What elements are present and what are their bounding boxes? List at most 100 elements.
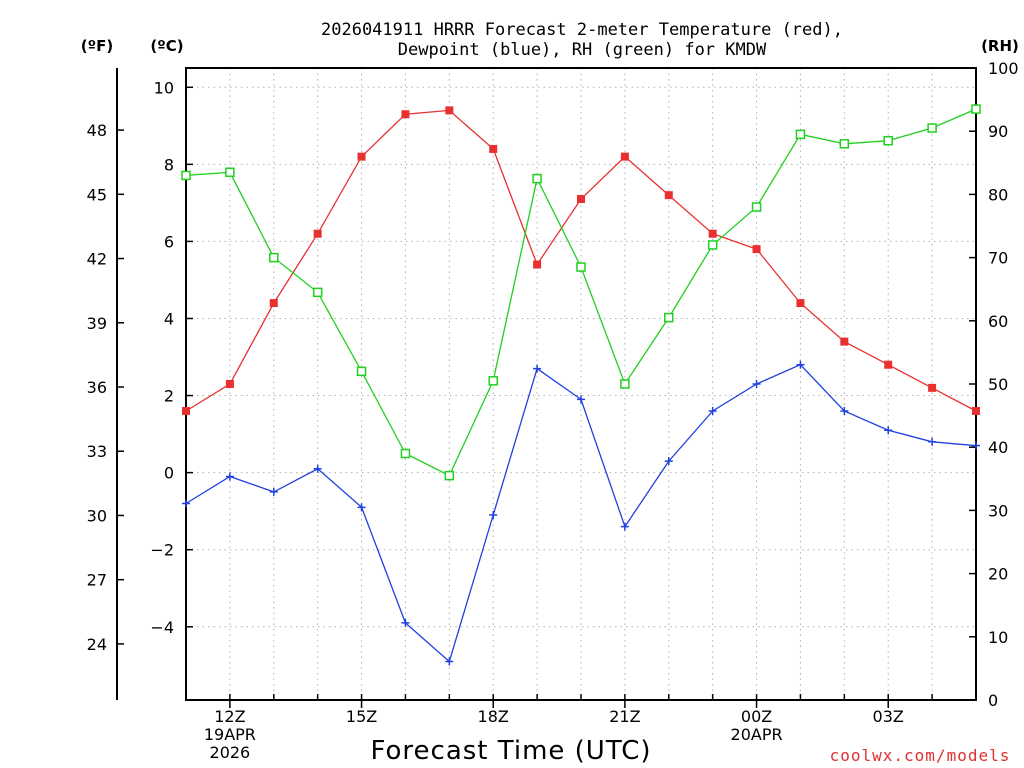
credit-text: coolwx.com/models: [830, 746, 1011, 765]
dewpoint-point: [182, 499, 190, 508]
celsius-tick-label: −2: [150, 541, 174, 560]
fahrenheit-tick-label: 30: [87, 506, 107, 525]
rh-point: [400, 448, 411, 459]
rh-point: [839, 139, 850, 149]
fahrenheit-tick-label: 45: [87, 185, 107, 204]
dewpoint-point: [445, 657, 454, 666]
celsius-unit-label: (ºC): [150, 37, 183, 55]
rh-point: [795, 129, 806, 140]
temperature-point: [401, 110, 410, 119]
rh-point: [269, 252, 279, 263]
axes: [116, 67, 977, 708]
rh-point: [181, 170, 191, 181]
fahrenheit-tick-label: 42: [87, 250, 107, 269]
dewpoint-point: [796, 360, 805, 369]
celsius-tick-label: 10: [154, 78, 174, 97]
celsius-tick-label: 8: [164, 155, 174, 174]
tick-labels: −4−2024681024273033363942454801020304050…: [87, 59, 1019, 762]
fahrenheit-tick-label: 48: [87, 121, 107, 140]
rh-tick-label: 70: [988, 249, 1008, 268]
fahrenheit-tick-label: 39: [87, 314, 107, 333]
temperature-point: [577, 195, 585, 204]
rh-point: [664, 312, 674, 323]
dewpoint-point: [972, 441, 980, 450]
rh-tick-label: 30: [988, 501, 1008, 520]
rh-unit-label: (RH): [981, 37, 1019, 55]
celsius-tick-label: 2: [164, 387, 174, 406]
rh-tick-label: 50: [988, 375, 1008, 394]
rh-tick-label: 20: [988, 565, 1008, 584]
dewpoint-point: [708, 406, 717, 415]
rh-point: [576, 262, 586, 272]
fahrenheit-tick-label: 36: [87, 378, 107, 397]
temperature-point: [884, 360, 893, 369]
rh-tick-label: 40: [988, 438, 1008, 457]
chart-title-line-1: 2026041911 HRRR Forecast 2-meter Tempera…: [321, 20, 843, 40]
x-tick-label: 00Z: [741, 707, 772, 726]
rh-point: [707, 240, 718, 250]
dewpoint-point: [401, 618, 410, 627]
rh-point: [532, 173, 542, 184]
fahrenheit-tick-label: 27: [87, 571, 107, 590]
rh-tick-label: 10: [988, 628, 1008, 647]
dewpoint-point: [752, 380, 761, 388]
celsius-tick-label: 6: [164, 232, 174, 251]
fahrenheit-tick-label: 33: [87, 442, 107, 461]
temperature-point: [445, 106, 454, 115]
temperature-point: [796, 299, 805, 308]
dewpoint-point: [269, 487, 278, 496]
temperature-point: [928, 383, 937, 392]
dewpoint-point: [357, 503, 366, 512]
rh-point: [620, 379, 630, 389]
celsius-tick-label: −4: [150, 618, 174, 637]
dewpoint-point: [928, 437, 937, 446]
temperature-point: [664, 191, 673, 200]
x-tick-label: 19APR: [204, 725, 256, 744]
rh-point: [971, 104, 981, 114]
temperature-point: [533, 260, 542, 269]
celsius-tick-label: 4: [164, 309, 174, 328]
dewpoint-point: [620, 522, 629, 531]
gridlines: [186, 68, 976, 700]
x-tick-label: 21Z: [609, 707, 640, 726]
temperature-point: [357, 152, 366, 161]
temperature-point: [972, 406, 980, 415]
temperature-point: [225, 380, 234, 388]
temperature-point: [489, 144, 498, 153]
rh-tick-label: 0: [988, 691, 998, 710]
rh-point: [488, 376, 498, 386]
x-tick-label: 2026: [210, 743, 251, 762]
x-axis-title: Forecast Time (UTC): [370, 736, 651, 766]
x-tick-label: 18Z: [478, 707, 509, 726]
x-tick-label: 03Z: [873, 707, 904, 726]
dewpoint-point: [577, 395, 585, 404]
rh-tick-label: 90: [988, 122, 1008, 141]
temperature-point: [313, 229, 322, 238]
temperature-point: [620, 152, 629, 161]
x-tick-label: 12Z: [214, 707, 245, 726]
dewpoint-point: [489, 511, 498, 520]
dewpoint-point: [533, 364, 542, 373]
rh-tick-label: 80: [988, 185, 1008, 204]
dewpoint-point: [840, 406, 849, 415]
rh-tick-label: 60: [988, 312, 1008, 331]
rh-point: [356, 366, 367, 377]
temperature-point: [708, 229, 717, 238]
dewpoint-point: [664, 457, 673, 466]
rh-point: [312, 287, 323, 298]
rh-point: [883, 135, 893, 146]
chart-title-line-2: Dewpoint (blue), RH (green) for KMDW: [398, 40, 767, 60]
temperature-point: [269, 299, 278, 308]
x-tick-label: 15Z: [346, 707, 377, 726]
x-tick-label: 20APR: [731, 725, 783, 744]
dewpoint-point: [884, 426, 893, 435]
fahrenheit-tick-label: 24: [87, 635, 107, 654]
series-layer: [181, 104, 981, 666]
rh-point: [225, 167, 235, 178]
dewpoint-point: [225, 472, 234, 481]
fahrenheit-unit-label: (ºF): [81, 37, 113, 55]
rh-point: [444, 470, 455, 481]
rh-point: [751, 202, 762, 212]
temperature-point: [182, 406, 190, 415]
